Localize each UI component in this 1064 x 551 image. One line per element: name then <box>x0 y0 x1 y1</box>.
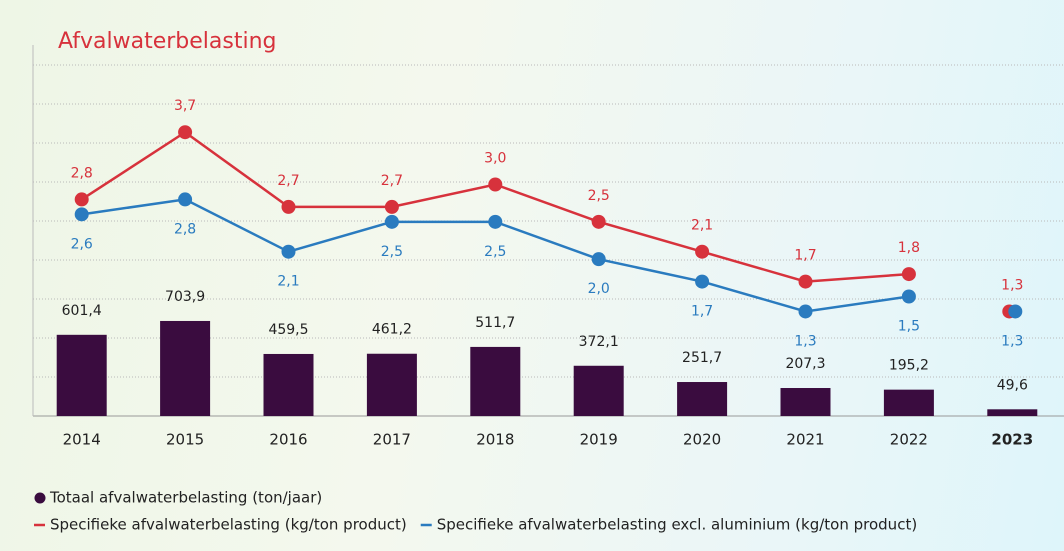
point-label: 2,0 <box>588 281 610 297</box>
legend-swatch <box>34 492 46 504</box>
bar <box>780 388 831 416</box>
point <box>901 289 916 304</box>
point-label: 1,3 <box>1001 333 1023 349</box>
point-label: 2,6 <box>71 236 93 252</box>
point <box>74 192 89 207</box>
x-tick-label: 2018 <box>476 431 514 449</box>
point <box>1008 304 1023 319</box>
point <box>591 252 606 267</box>
point-label: 2,1 <box>691 218 713 234</box>
bar <box>263 353 314 416</box>
bar-label: 703,9 <box>165 289 205 305</box>
bar-label: 195,2 <box>889 358 929 374</box>
x-tick-label: 2014 <box>63 431 101 449</box>
point-label: 2,7 <box>381 173 403 189</box>
point <box>178 125 193 140</box>
bar <box>987 409 1038 416</box>
point <box>281 244 296 259</box>
x-tick-label: 2020 <box>683 431 721 449</box>
x-tick-label: 2021 <box>786 431 824 449</box>
point <box>281 199 296 214</box>
bar <box>677 382 728 416</box>
legend-label: Specifieke afvalwaterbelasting excl. alu… <box>437 516 917 534</box>
bar <box>56 334 107 416</box>
bar-label: 49,6 <box>997 377 1028 393</box>
point <box>901 267 916 282</box>
point-label: 2,5 <box>588 188 610 204</box>
chart-title: Afvalwaterbelasting <box>58 29 277 54</box>
point <box>591 214 606 229</box>
point-label: 1,3 <box>1001 277 1023 293</box>
point <box>798 304 813 319</box>
legend-label: Totaal afvalwaterbelasting (ton/jaar) <box>49 489 322 507</box>
point-label: 2,5 <box>381 244 403 260</box>
point <box>695 274 710 289</box>
point-label: 1,3 <box>794 333 816 349</box>
point <box>488 214 503 229</box>
bar <box>160 320 211 416</box>
x-tick-label: 2017 <box>373 431 411 449</box>
bar <box>883 389 934 416</box>
bar-label: 461,2 <box>372 322 412 338</box>
point <box>178 192 193 207</box>
point-label: 2,1 <box>277 274 299 290</box>
x-tick-label: 2019 <box>580 431 618 449</box>
point-label: 2,7 <box>277 173 299 189</box>
x-tick-label: 2015 <box>166 431 204 449</box>
point-label: 2,8 <box>174 221 196 237</box>
bar <box>470 346 521 416</box>
bar <box>573 365 624 416</box>
bar-label: 511,7 <box>475 315 515 331</box>
bar-label: 251,7 <box>682 350 722 366</box>
point-label: 3,7 <box>174 98 196 114</box>
point <box>74 207 89 222</box>
x-tick-label: 2023 <box>991 431 1033 449</box>
point-label: 1,7 <box>691 304 713 320</box>
point <box>798 274 813 289</box>
bar-label: 372,1 <box>579 334 619 350</box>
point <box>384 214 399 229</box>
bar-label: 601,4 <box>62 303 102 319</box>
point <box>384 199 399 214</box>
bar-label: 207,3 <box>785 356 825 372</box>
point <box>695 244 710 259</box>
x-tick-label: 2022 <box>890 431 928 449</box>
point <box>488 177 503 192</box>
point-label: 3,0 <box>484 150 506 166</box>
point-label: 2,8 <box>71 165 93 181</box>
bar-label: 459,5 <box>268 322 308 338</box>
point-label: 1,5 <box>898 319 920 335</box>
bar <box>366 353 417 416</box>
point-label: 1,7 <box>794 248 816 264</box>
point-label: 1,8 <box>898 240 920 256</box>
x-tick-label: 2016 <box>269 431 307 449</box>
legend-label: Specifieke afvalwaterbelasting (kg/ton p… <box>50 516 407 534</box>
point-label: 2,5 <box>484 244 506 260</box>
